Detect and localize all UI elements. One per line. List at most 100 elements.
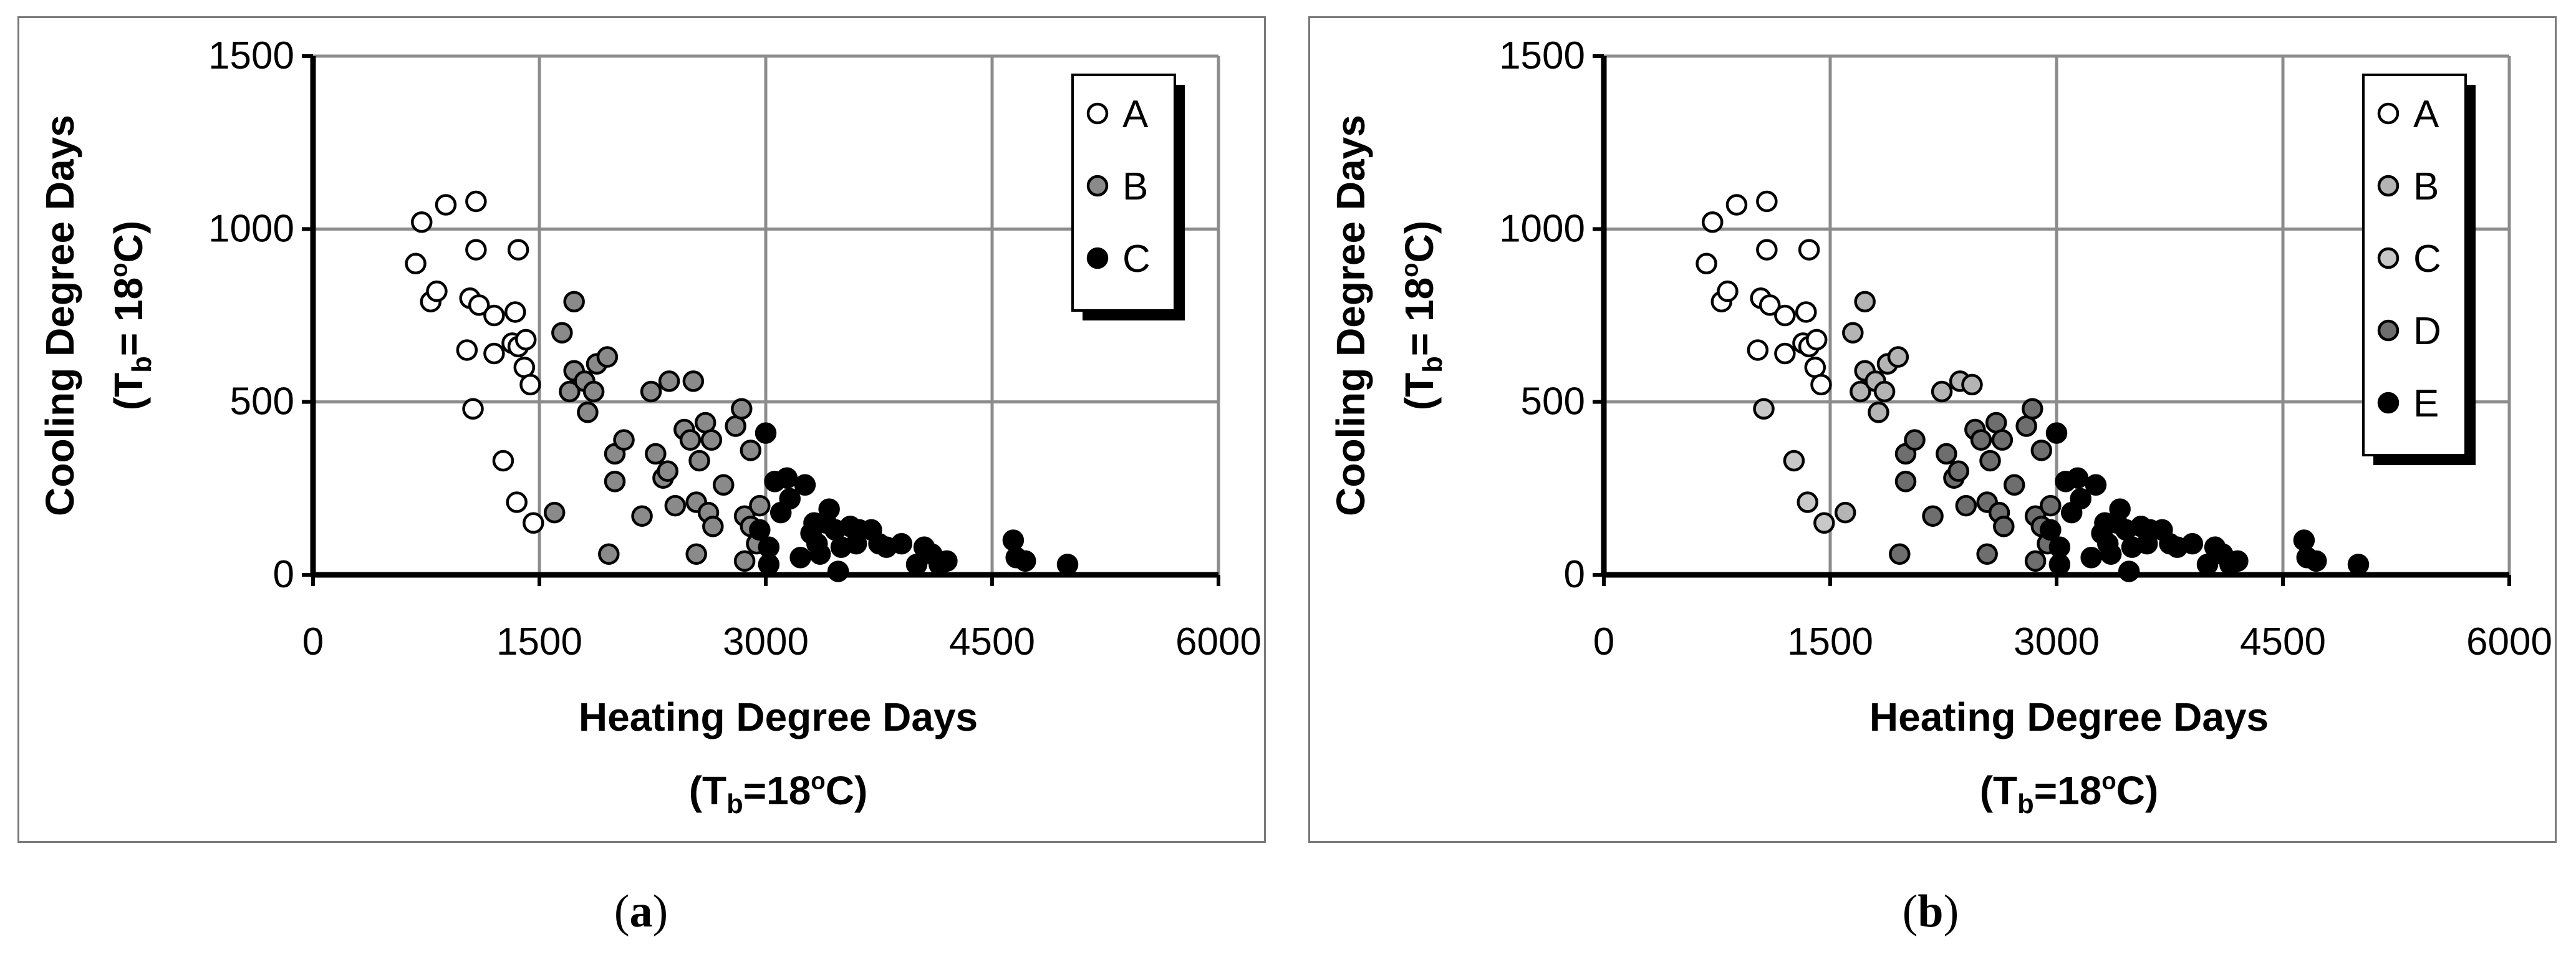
x-axis-subtitle: (Tb=18oC) — [689, 768, 868, 819]
legend-marker-c — [1086, 247, 1109, 269]
point-a-5 — [456, 339, 478, 361]
point-c-3 — [1813, 512, 1835, 534]
x-tick-label-6000: 6000 — [2466, 620, 2552, 663]
point-d-14 — [1985, 411, 2007, 434]
point-a-11 — [1774, 304, 1796, 327]
point-b-22 — [679, 429, 702, 451]
legend-marker-b — [1086, 175, 1109, 197]
y-tick-label-1000: 1000 — [208, 207, 294, 250]
y-tick-label-0: 0 — [273, 553, 294, 596]
point-b-37 — [740, 440, 762, 461]
point-a-16 — [1804, 356, 1826, 378]
point-b-31 — [712, 474, 735, 496]
point-e-31 — [2293, 529, 2315, 551]
point-b-10 — [1931, 380, 1953, 403]
panel-label-b: b — [1918, 886, 1944, 937]
point-d-0 — [1889, 543, 1911, 565]
point-b-29 — [700, 429, 723, 451]
point-b-4 — [563, 291, 585, 313]
point-d-16 — [1991, 429, 2014, 451]
point-a-10 — [468, 294, 490, 316]
point-d-24 — [2030, 440, 2053, 461]
point-a-13 — [1795, 301, 1817, 323]
point-a-7 — [462, 398, 484, 420]
panel-a-frame — [17, 16, 1266, 843]
legend-marker-b — [2377, 175, 2400, 197]
point-e-13 — [2100, 543, 2122, 565]
point-b-7 — [582, 380, 605, 403]
x-tick-label-1500: 1500 — [1787, 620, 1873, 663]
point-a-18 — [1810, 373, 1832, 396]
point-a-0 — [405, 253, 427, 275]
point-a-20 — [514, 329, 537, 351]
point-b-13 — [613, 429, 635, 451]
point-c-25 — [890, 532, 913, 555]
panel-caption-a: (a) — [614, 886, 668, 937]
point-b-1 — [1842, 322, 1864, 344]
point-c-0 — [749, 519, 771, 541]
point-d-1 — [1894, 470, 1917, 493]
point-b-15 — [640, 380, 662, 403]
scatter-chart-a: 0 500 1000 1500 0 1500 3000 4500 6000 Heating Deg… — [37, 34, 1261, 819]
point-a-13 — [492, 450, 514, 472]
x-tick-label-0: 0 — [302, 620, 324, 663]
point-e-15 — [2109, 498, 2131, 520]
point-c-13 — [809, 543, 831, 565]
point-b-25 — [685, 543, 707, 565]
point-c-15 — [818, 498, 840, 520]
point-a-3 — [1717, 280, 1739, 302]
point-d-3 — [1904, 429, 1926, 451]
y-axis-title: Cooling Degree Days — [37, 115, 82, 516]
point-a-21 — [519, 373, 541, 396]
point-b-18 — [657, 460, 678, 482]
legend-label-c: C — [2413, 238, 2441, 281]
point-a-9 — [1758, 294, 1781, 316]
point-b-6 — [577, 402, 599, 423]
point-c-2 — [1797, 491, 1818, 513]
point-b-12 — [1961, 373, 1983, 396]
point-e-0 — [2040, 519, 2062, 541]
point-d-7 — [1947, 460, 1969, 482]
y-tick-label-500: 500 — [230, 380, 294, 423]
point-b-39 — [749, 494, 771, 517]
point-b-2 — [1850, 380, 1871, 403]
point-c-1 — [755, 422, 777, 444]
point-d-18 — [2003, 474, 2025, 496]
point-a-0 — [1696, 253, 1717, 275]
point-c-0 — [1753, 398, 1775, 420]
legend-marker-a — [1086, 102, 1109, 125]
point-c-33 — [1014, 550, 1036, 572]
legend-label-a: A — [2413, 93, 2439, 136]
point-b-4 — [1854, 291, 1876, 313]
point-a-8 — [465, 190, 487, 213]
x-tick-label-0: 0 — [1593, 620, 1614, 663]
point-c-6 — [776, 467, 798, 489]
point-d-5 — [1936, 443, 1957, 465]
point-c-26 — [905, 554, 928, 575]
point-e-8 — [2080, 547, 2102, 569]
point-a-22 — [523, 512, 544, 534]
x-tick-label-4500: 4500 — [2240, 620, 2326, 663]
point-b-7 — [1873, 380, 1896, 403]
point-b-27 — [694, 411, 716, 434]
point-a-4 — [1725, 194, 1748, 216]
point-d-26 — [2040, 494, 2062, 517]
legend-label-b: B — [1122, 165, 1148, 208]
point-a-18 — [507, 239, 529, 261]
point-c-34 — [1056, 554, 1079, 575]
point-c-8 — [789, 547, 811, 569]
point-c-9 — [794, 474, 816, 496]
panel-b-frame — [1308, 16, 2557, 843]
point-d-22 — [2024, 550, 2047, 572]
point-b-0 — [543, 501, 566, 524]
point-e-9 — [2085, 474, 2107, 496]
legend-label-b: B — [2413, 165, 2439, 208]
legend-marker-e — [2377, 392, 2400, 414]
x-tick-label-1500: 1500 — [496, 620, 582, 663]
point-a-11 — [483, 342, 505, 365]
point-e-26 — [2196, 554, 2219, 575]
scatter-chart-b: 0 500 1000 1500 0 1500 3000 4500 6000 Heating Deg… — [1328, 34, 2552, 819]
point-a-15 — [1798, 239, 1820, 261]
y-tick-label-0: 0 — [1564, 553, 1585, 596]
